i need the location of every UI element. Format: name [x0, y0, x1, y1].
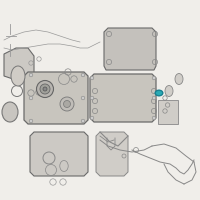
Ellipse shape: [152, 116, 156, 120]
Ellipse shape: [81, 73, 85, 77]
Bar: [158, 100, 178, 124]
Ellipse shape: [81, 96, 85, 100]
Ellipse shape: [90, 76, 94, 80]
Ellipse shape: [2, 102, 18, 122]
Ellipse shape: [81, 119, 85, 123]
Ellipse shape: [36, 80, 54, 98]
Polygon shape: [104, 28, 156, 70]
Ellipse shape: [29, 73, 33, 77]
Polygon shape: [4, 48, 34, 80]
Polygon shape: [24, 72, 88, 124]
Polygon shape: [96, 132, 128, 176]
Ellipse shape: [155, 90, 163, 96]
Ellipse shape: [90, 96, 94, 100]
Polygon shape: [30, 132, 88, 176]
Ellipse shape: [90, 116, 94, 120]
Ellipse shape: [11, 66, 25, 86]
Ellipse shape: [29, 96, 33, 100]
Ellipse shape: [60, 97, 74, 111]
Ellipse shape: [175, 73, 183, 84]
Polygon shape: [90, 74, 156, 122]
Ellipse shape: [40, 84, 50, 94]
Ellipse shape: [152, 96, 156, 100]
Ellipse shape: [64, 100, 70, 108]
Ellipse shape: [43, 87, 47, 91]
Ellipse shape: [152, 76, 156, 80]
Ellipse shape: [29, 119, 33, 123]
Ellipse shape: [165, 85, 173, 97]
